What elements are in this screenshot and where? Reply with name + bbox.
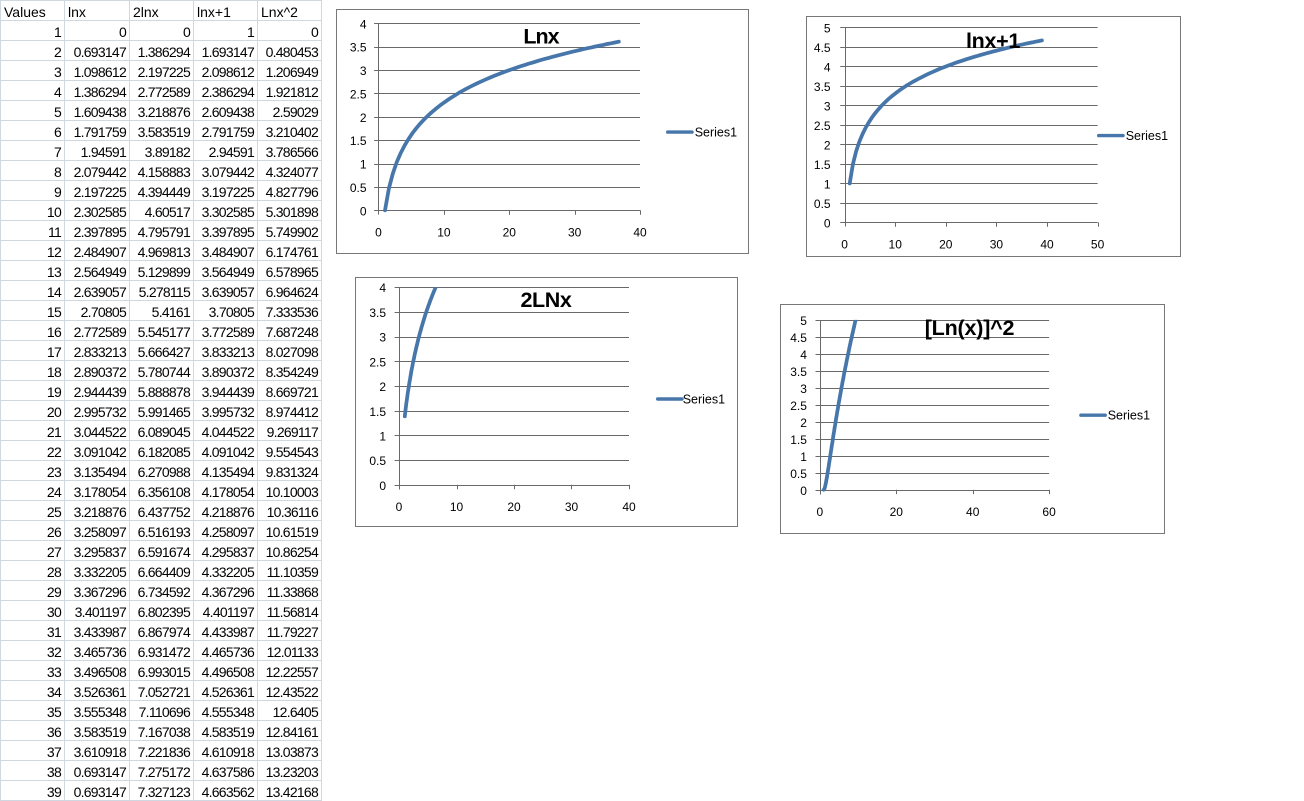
svg-text:20: 20 [507, 500, 521, 514]
svg-text:5: 5 [800, 314, 807, 328]
svg-text:0: 0 [817, 505, 824, 519]
svg-text:20: 20 [503, 225, 517, 239]
svg-text:Series1: Series1 [1108, 409, 1150, 423]
svg-text:1.5: 1.5 [790, 433, 807, 447]
svg-text:20: 20 [890, 505, 904, 519]
svg-text:4.5: 4.5 [814, 41, 831, 55]
svg-text:1: 1 [360, 158, 367, 172]
svg-text:Series1: Series1 [695, 125, 737, 139]
svg-text:0.5: 0.5 [369, 454, 386, 468]
svg-text:3: 3 [800, 382, 807, 396]
svg-text:2.5: 2.5 [369, 355, 386, 369]
svg-text:50: 50 [1091, 238, 1105, 252]
svg-text:20: 20 [939, 238, 953, 252]
svg-text:0: 0 [360, 204, 367, 218]
svg-text:0.5: 0.5 [814, 197, 831, 211]
svg-text:2: 2 [360, 111, 367, 125]
svg-text:Lnx: Lnx [523, 24, 559, 48]
svg-text:[Ln(x)]^2: [Ln(x)]^2 [925, 316, 1015, 340]
svg-text:4: 4 [379, 281, 386, 295]
svg-text:0: 0 [824, 217, 831, 231]
svg-text:1: 1 [800, 450, 807, 464]
svg-text:2.5: 2.5 [350, 87, 367, 101]
svg-text:0.5: 0.5 [790, 467, 807, 481]
svg-text:2: 2 [824, 138, 831, 152]
svg-text:60: 60 [1042, 505, 1056, 519]
svg-text:0: 0 [396, 500, 403, 514]
svg-text:40: 40 [1040, 238, 1054, 252]
svg-text:0.5: 0.5 [350, 181, 367, 195]
svg-text:3.5: 3.5 [350, 41, 367, 55]
svg-text:40: 40 [622, 500, 636, 514]
svg-text:10: 10 [437, 225, 451, 239]
svg-text:1: 1 [824, 177, 831, 191]
svg-text:30: 30 [568, 225, 582, 239]
svg-text:10: 10 [450, 500, 464, 514]
svg-text:4: 4 [360, 17, 367, 31]
svg-text:30: 30 [565, 500, 579, 514]
svg-text:3.5: 3.5 [814, 80, 831, 94]
svg-text:0: 0 [800, 484, 807, 498]
svg-text:3.5: 3.5 [790, 365, 807, 379]
svg-text:40: 40 [633, 225, 647, 239]
svg-text:3.5: 3.5 [369, 306, 386, 320]
svg-text:0: 0 [841, 238, 848, 252]
svg-text:2LNx: 2LNx [521, 288, 572, 312]
svg-text:40: 40 [966, 505, 980, 519]
svg-text:Series1: Series1 [683, 392, 725, 406]
svg-text:5: 5 [824, 21, 831, 35]
svg-text:2.5: 2.5 [814, 119, 831, 133]
svg-text:2: 2 [800, 416, 807, 430]
svg-text:Series1: Series1 [1126, 129, 1168, 143]
svg-text:2.5: 2.5 [790, 399, 807, 413]
svg-text:2: 2 [379, 380, 386, 394]
svg-text:1.5: 1.5 [814, 158, 831, 172]
svg-text:30: 30 [990, 238, 1004, 252]
svg-text:4: 4 [824, 60, 831, 74]
svg-text:3: 3 [824, 99, 831, 113]
svg-text:3: 3 [360, 64, 367, 78]
svg-text:lnx+1: lnx+1 [966, 29, 1020, 53]
svg-text:4: 4 [800, 348, 807, 362]
svg-text:1.5: 1.5 [369, 405, 386, 419]
svg-text:1.5: 1.5 [350, 134, 367, 148]
svg-text:0: 0 [375, 225, 382, 239]
svg-text:10: 10 [889, 238, 903, 252]
svg-text:1: 1 [379, 429, 386, 443]
svg-text:4.5: 4.5 [790, 331, 807, 345]
svg-text:0: 0 [379, 479, 386, 493]
svg-text:3: 3 [379, 331, 386, 345]
